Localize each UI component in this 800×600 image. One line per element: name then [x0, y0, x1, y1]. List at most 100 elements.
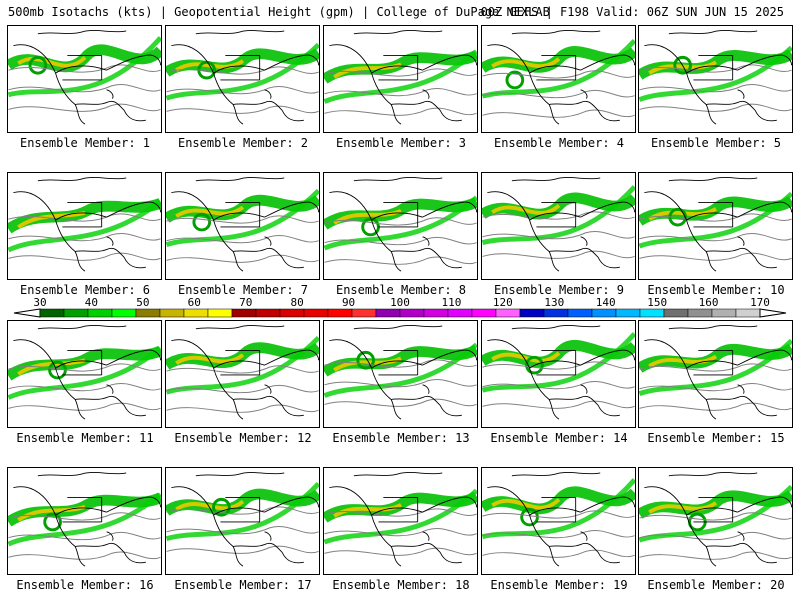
scale-swatch — [279, 308, 305, 318]
coastline-border — [549, 496, 635, 553]
coastline-border — [75, 54, 161, 111]
scale-swatch — [735, 308, 761, 318]
closed-low-contour — [361, 217, 380, 237]
isotach-band — [482, 39, 635, 99]
isotach-band — [482, 332, 635, 393]
scale-tick-label: 110 — [441, 296, 462, 309]
scale-tick-label: 60 — [187, 296, 201, 309]
scale-swatch — [639, 308, 665, 318]
scale-swatch — [591, 308, 617, 318]
member-label: Ensemble Member: 15 — [647, 431, 785, 445]
closed-low-contour — [673, 55, 692, 75]
height-contour — [8, 363, 161, 372]
height-contour — [324, 398, 477, 407]
member-label: Ensemble Member: 17 — [174, 578, 312, 592]
isotach-band — [324, 195, 477, 251]
isotach-core — [491, 497, 561, 510]
coastline-border — [233, 201, 319, 258]
member-map-graphic — [8, 472, 161, 567]
coastline-border — [536, 55, 588, 99]
scale-tick-label: 50 — [136, 296, 150, 309]
map-header: 500mb Isotachs (kts) | Geopotential Heig… — [0, 0, 800, 22]
coastline-border — [195, 177, 304, 269]
ensemble-member-map — [165, 25, 320, 133]
member-map-graphic — [8, 177, 161, 272]
coastline-border — [693, 55, 745, 99]
scale-swatch — [255, 308, 281, 318]
coastline-border — [75, 201, 161, 258]
coastline-border — [220, 55, 272, 99]
scale-swatch — [327, 308, 353, 318]
scale-tick-label: 30 — [33, 296, 47, 309]
height-contour — [639, 551, 792, 560]
height-contour — [324, 359, 477, 368]
member-label: Ensemble Member: 20 — [647, 578, 785, 592]
coastline-border — [220, 497, 272, 541]
scale-swatch — [663, 308, 689, 318]
height-contour — [8, 84, 161, 93]
height-contour — [639, 402, 792, 411]
height-contour — [166, 235, 319, 244]
coastline-border — [378, 350, 430, 394]
member-label: Ensemble Member: 12 — [174, 431, 312, 445]
isotach-core — [17, 55, 87, 68]
ensemble-member-map — [638, 25, 793, 133]
height-contour — [639, 512, 792, 521]
ensemble-member-map — [165, 467, 320, 575]
height-contour — [8, 383, 161, 392]
height-contour — [482, 70, 635, 79]
isotach-band — [639, 484, 792, 543]
member-map-graphic — [166, 177, 319, 272]
coastline-border — [511, 177, 620, 269]
coastline-border — [536, 497, 588, 541]
isotach-band — [8, 346, 161, 400]
member-label: Ensemble Member: 19 — [490, 578, 628, 592]
member-label: Ensemble Member: 6 — [19, 283, 151, 297]
isotach-band — [482, 185, 635, 246]
coastline-border — [511, 325, 620, 417]
coastline-border — [220, 202, 272, 246]
ensemble-member-map — [323, 172, 478, 280]
coastline-border — [233, 496, 319, 553]
scale-swatch — [423, 308, 449, 318]
scale-swatch — [543, 308, 569, 318]
coastline-border — [62, 497, 114, 541]
coastline-border — [378, 497, 430, 541]
isotach-band — [482, 478, 635, 540]
scale-swatch — [375, 308, 401, 318]
color-scale-bar — [13, 308, 787, 318]
scale-tick-label: 70 — [239, 296, 253, 309]
coastline-border — [353, 30, 462, 122]
scale-tick-label: 100 — [390, 296, 410, 309]
scale-swatch — [519, 308, 545, 318]
coastline-border — [195, 325, 304, 417]
member-map-graphic — [639, 177, 792, 272]
isotach-core — [491, 57, 561, 69]
coastline-border — [391, 349, 477, 406]
coastline-border — [353, 325, 462, 417]
member-label: Ensemble Member: 11 — [16, 431, 154, 445]
closed-low-contour — [505, 70, 525, 90]
isotach-core — [175, 499, 245, 511]
height-contour — [324, 68, 477, 77]
coastline-border — [693, 497, 745, 541]
ensemble-member-map — [323, 320, 478, 428]
height-contour — [166, 404, 319, 413]
isotach-band — [639, 45, 792, 102]
height-contour — [639, 84, 792, 93]
height-contour — [482, 211, 635, 220]
ensemble-member-map — [7, 25, 162, 133]
scale-tick-label: 40 — [84, 296, 99, 309]
isotach-band — [8, 36, 161, 98]
coastline-border — [536, 350, 588, 394]
isotach-core — [17, 210, 86, 229]
isotach-band — [166, 42, 319, 101]
height-contour — [166, 215, 319, 224]
coastline-border — [391, 54, 477, 111]
scale-swatch — [471, 308, 497, 318]
height-contour — [482, 510, 635, 519]
coastline-border — [378, 55, 430, 99]
member-map-graphic — [639, 325, 792, 420]
coastline-border — [37, 30, 146, 122]
ensemble-member-map — [638, 467, 793, 575]
